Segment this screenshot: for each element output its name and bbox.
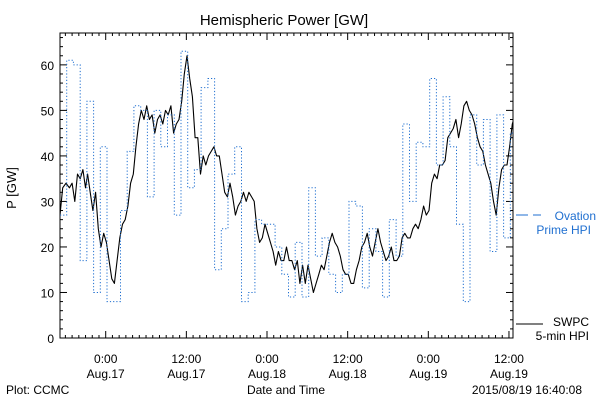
chart-title: Hemispheric Power [GW]	[200, 12, 368, 29]
y-axis-ticks: 0 10 20 30 40 50 60	[41, 37, 513, 346]
series-line-swpc	[60, 55, 513, 294]
x-tick-time-label: 12:00	[171, 352, 201, 366]
x-tick-time-label: 0:00	[94, 352, 118, 366]
plot-frame	[59, 32, 514, 339]
x-tick-date-label: Aug.19	[490, 367, 528, 381]
x-tick-date-label: Aug.17	[167, 367, 205, 381]
legend-label-ovation-line2: Prime HPI	[536, 223, 591, 237]
y-tick-label: 60	[41, 59, 55, 73]
legend-label-ovation: Ovation	[555, 209, 596, 223]
plot-timestamp: 2015/08/19 16:40:08	[472, 383, 582, 397]
y-tick-label: 50	[41, 104, 55, 118]
y-tick-label: 0	[47, 332, 54, 346]
y-tick-label: 40	[41, 150, 55, 164]
x-tick-time-label: 0:00	[255, 352, 279, 366]
y-tick-label: 20	[41, 241, 55, 255]
legend-label-swpc-line2: 5-min HPI	[536, 329, 589, 343]
plot-credit: Plot: CCMC	[6, 383, 70, 397]
x-tick-time-label: 0:00	[417, 352, 441, 366]
x-axis-label: Date and Time	[247, 383, 325, 397]
x-tick-time-label: 12:00	[494, 352, 524, 366]
legend-label-swpc: SWPC	[553, 315, 589, 329]
series-layer	[60, 50, 513, 303]
y-tick-label: 10	[41, 286, 55, 300]
x-tick-date-label: Aug.19	[409, 367, 447, 381]
x-tick-date-label: Aug.18	[329, 367, 367, 381]
x-axis-ticks: 0:00Aug.1712:00Aug.170:00Aug.1812:00Aug.…	[64, 33, 528, 381]
x-tick-time-label: 12:00	[333, 352, 363, 366]
x-tick-date-label: Aug.17	[87, 367, 125, 381]
y-axis-label: P [GW]	[4, 167, 19, 209]
series-line-ovation	[60, 50, 513, 303]
x-tick-date-label: Aug.18	[248, 367, 286, 381]
y-tick-label: 30	[41, 195, 55, 209]
